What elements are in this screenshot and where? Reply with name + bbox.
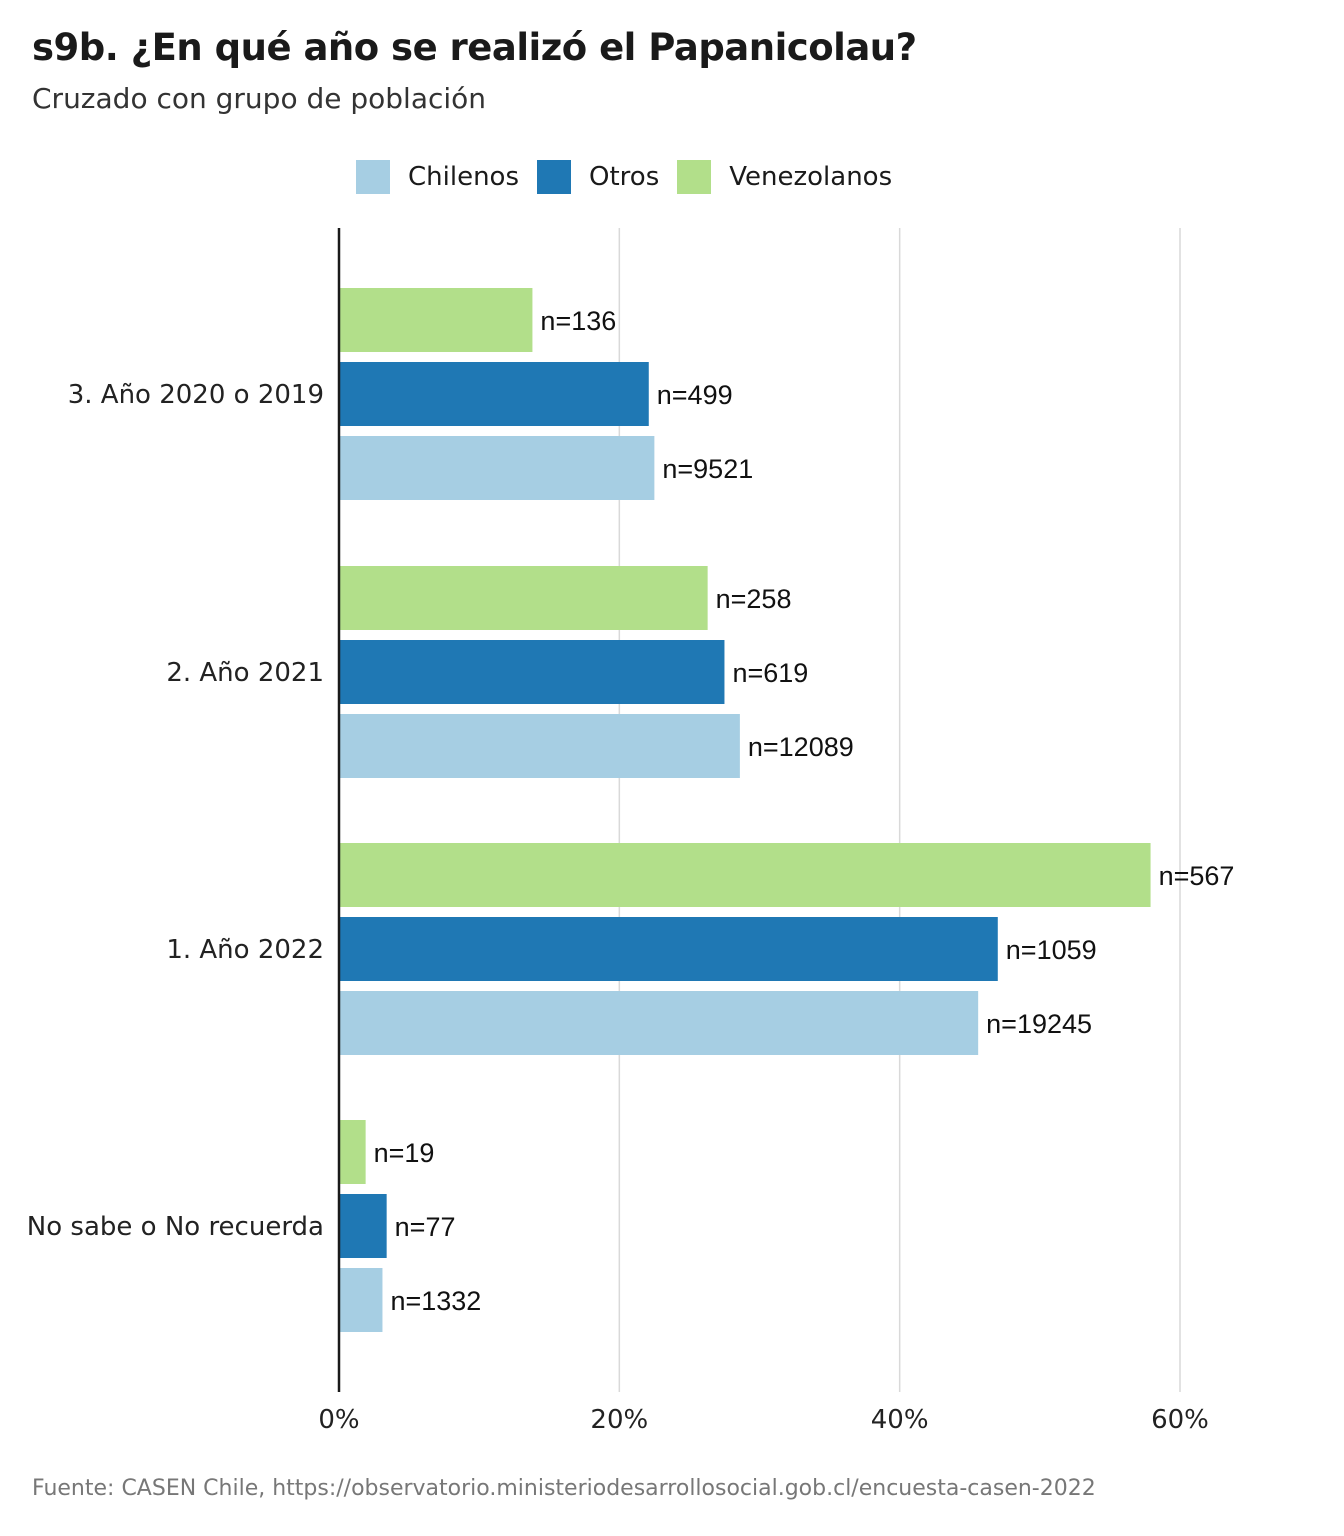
bar-otros [339, 1194, 387, 1258]
bars: n=136 n=499 n=9521 n=258 n=619 n=12089 n=567 n=… [339, 288, 1234, 1332]
data-label: n=12089 [748, 732, 854, 762]
legend-item-venezolanos: Venezolanos [677, 160, 892, 194]
data-label: n=1059 [1006, 935, 1097, 965]
data-label: n=136 [540, 306, 616, 336]
bar-chilenos [339, 714, 740, 778]
bar-venezolanos [339, 1120, 366, 1184]
axes: 0% 20% 40% 60% 3. Año 2020 o 2019 2. Año 2021… [27, 228, 1209, 1435]
x-tick-label: 40% [871, 1405, 929, 1435]
category-label: 1. Año 2022 [166, 935, 324, 965]
data-label: n=499 [657, 380, 733, 410]
category-label: 3. Año 2020 o 2019 [68, 380, 324, 410]
data-label: n=9521 [662, 454, 753, 484]
category-label: 2. Año 2021 [166, 658, 324, 688]
legend-swatch-chilenos [356, 160, 390, 194]
bar-otros [339, 640, 725, 704]
category-label: No sabe o No recuerda [27, 1212, 324, 1242]
bar-chilenos [339, 1268, 383, 1332]
x-tick-label: 60% [1151, 1405, 1209, 1435]
bar-venezolanos [339, 288, 533, 352]
chart-caption: Fuente: CASEN Chile, https://observatori… [32, 1476, 1096, 1501]
bar-otros [339, 362, 649, 426]
data-label: n=77 [395, 1212, 456, 1242]
legend-label-venezolanos: Venezolanos [729, 162, 893, 192]
bar-chilenos [339, 991, 979, 1055]
legend-label-chilenos: Chilenos [408, 162, 520, 192]
chart-subtitle: Cruzado con grupo de población [32, 82, 487, 115]
bar-chilenos [339, 436, 655, 500]
data-label: n=19245 [986, 1009, 1092, 1039]
data-label: n=19 [374, 1138, 435, 1168]
bar-venezolanos [339, 843, 1151, 907]
legend: Chilenos Otros Venezolanos [356, 158, 910, 196]
x-tick-label: 0% [318, 1405, 359, 1435]
x-tick-label: 20% [590, 1405, 648, 1435]
legend-item-chilenos: Chilenos [356, 160, 519, 194]
legend-swatch-venezolanos [677, 160, 712, 194]
legend-swatch-otros [537, 160, 572, 194]
chart-title: s9b. ¿En qué año se realizó el Papanicol… [32, 26, 917, 69]
data-label: n=567 [1159, 861, 1235, 891]
data-label: n=1332 [390, 1286, 481, 1316]
data-label: n=619 [732, 658, 808, 688]
legend-item-otros: Otros [537, 160, 659, 194]
bar-venezolanos [339, 566, 708, 630]
bar-otros [339, 917, 998, 981]
data-label: n=258 [716, 584, 792, 614]
legend-label-otros: Otros [589, 162, 660, 192]
